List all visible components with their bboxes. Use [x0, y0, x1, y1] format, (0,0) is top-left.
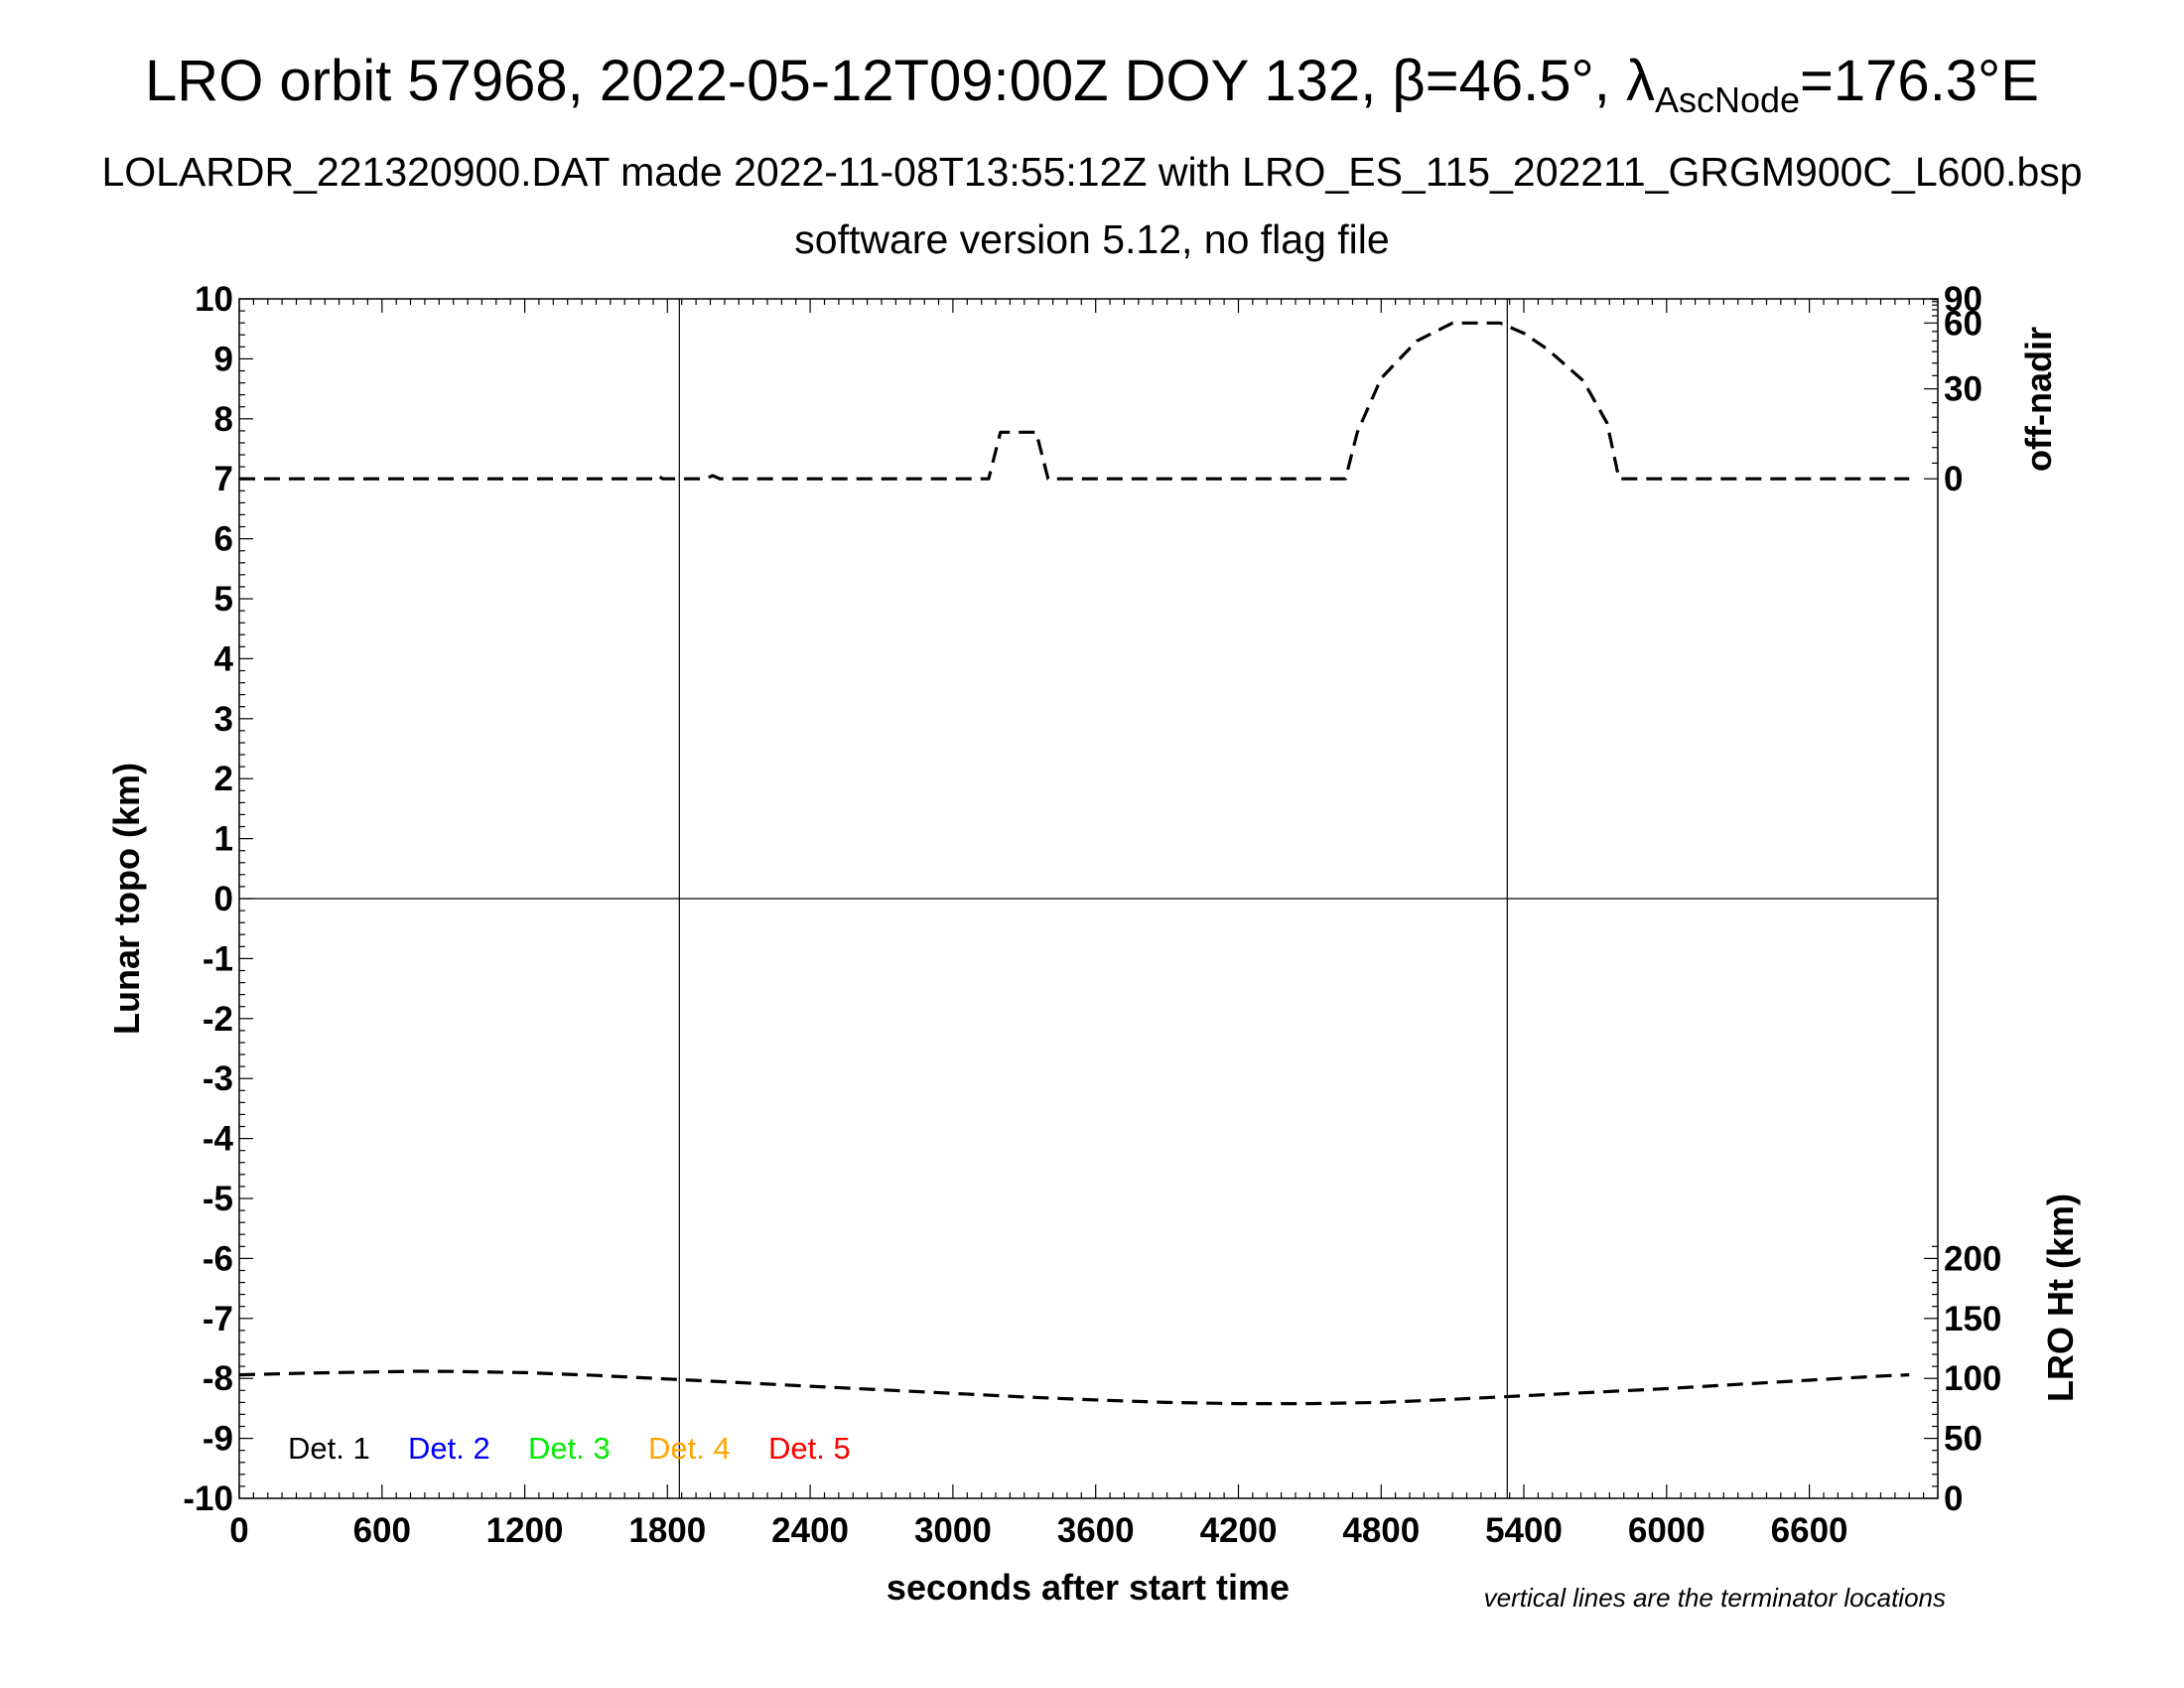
- y-tick-label-left: 3: [214, 700, 233, 739]
- chart-title-suffix: =176.3°E: [1800, 49, 2039, 113]
- terminator-note: vertical lines are the terminator locati…: [1484, 1583, 1946, 1613]
- tick-labels: 0 600 1200 1800 2400 3000 3600 4200 4800 5400 6000…: [183, 280, 2001, 1550]
- x-tick-label: 600: [353, 1511, 411, 1550]
- chart-subtitle-file: LOLARDR_221320900.DAT made 2022-11-08T13…: [101, 149, 2083, 195]
- chart-subtitle-software: software version 5.12, no flag file: [794, 216, 1390, 262]
- y-tick-label-left: -2: [203, 1000, 233, 1039]
- legend-entry-det-4: Det. 4: [648, 1431, 731, 1466]
- y-tick-label-left: 5: [214, 580, 233, 619]
- detector-legend: Det. 1 Det. 2 Det. 3 Det. 4 Det. 5: [288, 1431, 851, 1466]
- chart-title: LRO orbit 57968, 2022-05-12T09:00Z DOY 1…: [0, 48, 2184, 118]
- y-tick-label-offnadir: 0: [1944, 460, 1963, 498]
- x-tick-label: 2400: [771, 1511, 849, 1550]
- data-series: [238, 321, 1910, 1406]
- y-tick-label-offnadir: 60: [1944, 304, 1982, 343]
- y-tick-label-left: 4: [214, 639, 234, 678]
- y-tick-label-left: 7: [214, 460, 233, 498]
- legend-entry-det-5: Det. 5: [768, 1431, 851, 1466]
- y-tick-label-height: 150: [1944, 1300, 2001, 1338]
- x-tick-label: 1800: [628, 1511, 706, 1550]
- legend-entry-det-3: Det. 3: [528, 1431, 611, 1466]
- chart-title-prefix: LRO orbit 57968, 2022-05-12T09:00Z DOY 1…: [145, 49, 1655, 113]
- legend-entry-det-2: Det. 2: [408, 1431, 490, 1466]
- y-tick-label-left: 6: [214, 520, 233, 559]
- x-tick-label: 5400: [1485, 1511, 1563, 1550]
- y-tick-label-left: 10: [195, 280, 233, 319]
- y-tick-label-height: 200: [1944, 1239, 2001, 1278]
- y-tick-label-left: -1: [203, 939, 233, 978]
- y-tick-label-left: 0: [214, 880, 233, 918]
- y-tick-label-left: -7: [203, 1300, 233, 1338]
- lro-height-series-line: [238, 1369, 1910, 1406]
- x-tick-label: 4800: [1342, 1511, 1420, 1550]
- y-tick-label-left: 8: [214, 400, 233, 439]
- y-axis-label-lro-height: LRO Ht (km): [2040, 1194, 2081, 1402]
- y-axis-label-off-nadir: off-nadir: [2018, 327, 2059, 472]
- x-tick-label: 3600: [1057, 1511, 1135, 1550]
- y-tick-label-offnadir: 30: [1944, 370, 1982, 409]
- y-tick-label-left: 2: [214, 760, 233, 798]
- y-tick-label-left: 9: [214, 340, 233, 378]
- y-tick-label-left: -4: [203, 1120, 234, 1159]
- x-tick-label: 1200: [486, 1511, 564, 1550]
- y-tick-label-left: -10: [183, 1479, 233, 1518]
- y-tick-label-offnadir: 90: [1944, 280, 1982, 319]
- plot-frame: [238, 298, 1939, 1499]
- y-tick-label-left: -6: [203, 1239, 233, 1278]
- x-tick-label: 3000: [914, 1511, 992, 1550]
- y-tick-label-left: -9: [203, 1420, 233, 1459]
- x-tick-label: 6600: [1771, 1511, 1848, 1550]
- y-tick-label-height: 50: [1944, 1420, 1982, 1459]
- y-axis-label-lunar-topo: Lunar topo (km): [106, 763, 147, 1035]
- x-tick-label: 4200: [1200, 1511, 1278, 1550]
- y-tick-label-left: -3: [203, 1059, 233, 1098]
- x-tick-label: 6000: [1628, 1511, 1706, 1550]
- x-axis-label: seconds after start time: [887, 1567, 1290, 1608]
- y-tick-label-left: -5: [203, 1180, 233, 1218]
- legend-entry-det-1: Det. 1: [288, 1431, 370, 1466]
- y-tick-label-left: 1: [214, 820, 233, 859]
- y-tick-label-height: 100: [1944, 1359, 2001, 1398]
- x-tick-label: 0: [229, 1511, 248, 1550]
- y-tick-label-left: -8: [203, 1359, 233, 1398]
- reference-lines: [239, 299, 1938, 1498]
- y-tick-label-height: 0: [1944, 1479, 1963, 1518]
- chart-title-subscript: AscNode: [1654, 79, 1801, 120]
- off-nadir-series-line: [239, 321, 1910, 481]
